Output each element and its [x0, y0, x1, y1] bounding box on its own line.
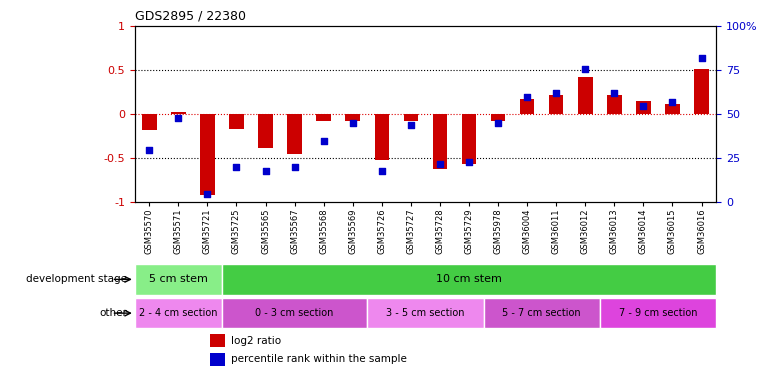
Bar [636, 101, 651, 114]
Text: 3 - 5 cm section: 3 - 5 cm section [387, 308, 464, 318]
Text: 2 - 4 cm section: 2 - 4 cm section [139, 308, 218, 318]
Bar [135, 264, 222, 295]
Bar [200, 114, 215, 195]
Bar [287, 114, 302, 154]
Text: other: other [99, 308, 127, 318]
Bar [135, 298, 222, 328]
Bar [258, 114, 273, 148]
Text: 7 - 9 cm section: 7 - 9 cm section [619, 308, 697, 318]
Point [230, 164, 243, 170]
Bar [210, 334, 225, 347]
Bar [490, 114, 505, 120]
Point [579, 66, 591, 72]
Bar [484, 298, 600, 328]
Bar [403, 114, 418, 122]
Bar [222, 298, 367, 328]
Point [346, 120, 359, 126]
Point [666, 99, 678, 105]
Text: 0 - 3 cm section: 0 - 3 cm section [256, 308, 334, 318]
Point [376, 168, 388, 174]
Bar [607, 95, 621, 114]
Text: 10 cm stem: 10 cm stem [436, 274, 502, 284]
Bar [171, 112, 186, 114]
Point [492, 120, 504, 126]
Bar [578, 77, 593, 114]
Bar [222, 264, 716, 295]
Point [317, 138, 330, 144]
Point [289, 164, 301, 170]
Bar [520, 99, 534, 114]
Point [695, 55, 708, 61]
Point [463, 159, 475, 165]
Point [172, 115, 185, 121]
Text: log2 ratio: log2 ratio [231, 336, 281, 345]
Point [143, 147, 156, 153]
Point [638, 102, 650, 108]
Bar [600, 298, 716, 328]
Point [521, 94, 534, 100]
Bar [346, 114, 360, 122]
Bar [210, 352, 225, 366]
Bar [229, 114, 244, 129]
Point [608, 90, 621, 96]
Text: 5 cm stem: 5 cm stem [149, 274, 208, 284]
Point [259, 168, 272, 174]
Bar [665, 104, 680, 114]
Text: percentile rank within the sample: percentile rank within the sample [231, 354, 407, 364]
Point [405, 122, 417, 128]
Bar [374, 114, 389, 160]
Bar [142, 114, 156, 130]
Bar [462, 114, 477, 164]
Point [434, 161, 446, 167]
Text: 5 - 7 cm section: 5 - 7 cm section [502, 308, 581, 318]
Text: development stage: development stage [26, 274, 127, 284]
Text: GDS2895 / 22380: GDS2895 / 22380 [135, 9, 246, 22]
Bar [695, 69, 709, 114]
Point [201, 190, 213, 196]
Point [550, 90, 562, 96]
Bar [433, 114, 447, 169]
Bar [367, 298, 484, 328]
Bar [316, 114, 331, 120]
Bar [549, 95, 564, 114]
